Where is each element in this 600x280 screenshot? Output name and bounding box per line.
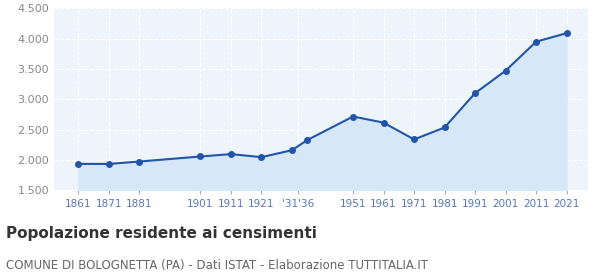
Text: Popolazione residente ai censimenti: Popolazione residente ai censimenti [6,226,317,241]
Text: COMUNE DI BOLOGNETTA (PA) - Dati ISTAT - Elaborazione TUTTITALIA.IT: COMUNE DI BOLOGNETTA (PA) - Dati ISTAT -… [6,259,428,272]
